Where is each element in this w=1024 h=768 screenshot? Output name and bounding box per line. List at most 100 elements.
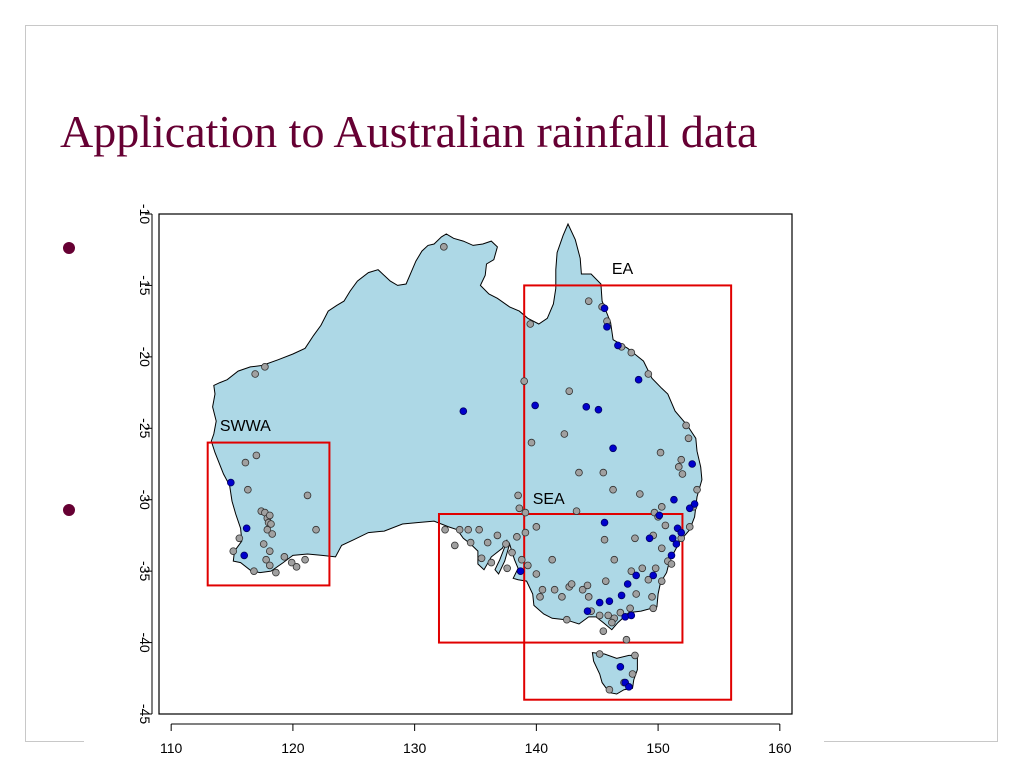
station-point-grey	[601, 577, 610, 585]
y-tick-label: -10	[137, 204, 153, 224]
y-tick-label: -15	[137, 275, 153, 295]
station-point-grey	[229, 547, 238, 555]
x-tick-label: 120	[281, 740, 305, 756]
station-point-grey	[567, 580, 576, 588]
station-point-blue	[595, 598, 604, 607]
station-point-blue	[603, 323, 611, 331]
station-point-grey	[451, 541, 459, 550]
station-point-grey	[301, 555, 309, 564]
x-tick-label: 150	[646, 740, 670, 756]
station-point-grey	[595, 650, 604, 658]
station-point-grey	[250, 567, 258, 575]
x-tick-label: 160	[768, 740, 792, 756]
station-point-grey	[656, 448, 665, 457]
station-point-grey	[517, 555, 526, 564]
x-tick-label: 130	[403, 740, 427, 756]
station-point-grey	[536, 593, 544, 601]
station-point-grey	[261, 363, 269, 371]
station-point-blue	[600, 304, 609, 313]
station-point-grey	[610, 555, 619, 564]
station-point-blue	[459, 407, 468, 415]
station-point-grey	[272, 568, 280, 577]
station-point-grey	[572, 507, 581, 515]
station-point-grey	[502, 540, 510, 548]
station-point-grey	[627, 567, 636, 575]
station-point-grey	[583, 581, 592, 590]
plot-frame	[158, 213, 793, 715]
station-point-blue	[670, 495, 678, 504]
station-point-grey	[521, 508, 530, 517]
station-point-grey	[252, 451, 261, 460]
station-point-grey	[440, 243, 448, 251]
station-point-grey	[475, 525, 483, 534]
region-box-ea	[523, 284, 733, 701]
rainfall-stations	[227, 243, 701, 694]
station-point-grey	[550, 585, 559, 594]
station-point-grey	[636, 490, 644, 498]
station-point-grey	[595, 611, 604, 620]
station-point-grey	[268, 530, 277, 538]
map-chart: SWWA EA SEA -10 -15 -20 -25 -30 -35 -40 -45 110 120…	[137, 204, 793, 756]
station-point-grey	[604, 611, 612, 620]
station-point-grey	[538, 585, 547, 594]
station-point-grey	[262, 555, 270, 564]
station-point-grey	[578, 585, 587, 594]
station-point-blue	[621, 613, 630, 621]
station-point-grey	[631, 651, 639, 660]
station-point-grey	[503, 564, 511, 573]
region-label-swwa: SWWA	[220, 418, 271, 435]
station-point-blue	[605, 597, 614, 605]
station-point-grey	[657, 503, 666, 511]
station-point-grey	[558, 593, 566, 601]
axes: -10 -15 -20 -25 -30 -35 -40 -45 110 120 130 140 150 1…	[137, 204, 792, 756]
y-tick-label: -30	[137, 490, 153, 510]
station-point-grey	[508, 548, 516, 557]
region-label-sea: SEA	[533, 491, 565, 508]
region-boxes: SWWA EA SEA	[206, 261, 733, 701]
station-point-grey	[514, 491, 522, 500]
station-point-grey	[674, 463, 683, 471]
station-point-grey	[487, 558, 496, 567]
station-point-grey	[455, 525, 464, 534]
station-point-grey	[649, 604, 658, 613]
station-point-grey	[622, 635, 631, 644]
station-point-grey	[477, 554, 486, 563]
station-point-grey	[548, 555, 556, 564]
station-point-grey	[267, 520, 275, 528]
australia-landmass	[210, 222, 703, 695]
bullet-marker	[63, 504, 75, 516]
x-tick-label: 110	[160, 740, 183, 756]
station-point-grey	[600, 535, 609, 544]
station-point-blue	[240, 551, 249, 560]
station-point-grey	[644, 575, 653, 584]
y-tick-label: -25	[137, 418, 153, 438]
station-point-grey	[599, 627, 608, 635]
slide-title: Application to Australian rainfall data	[60, 106, 758, 157]
station-point-grey	[526, 320, 535, 328]
station-point-grey	[235, 534, 244, 543]
station-point-grey	[648, 593, 656, 601]
station-point-grey	[609, 485, 617, 494]
station-point-grey	[520, 377, 528, 385]
station-point-grey	[575, 468, 583, 477]
station-point-grey	[638, 564, 647, 573]
station-point-blue	[531, 401, 539, 410]
station-point-blue	[649, 571, 658, 580]
station-point-blue	[667, 551, 676, 560]
station-point-grey	[251, 370, 259, 378]
station-point-grey	[608, 618, 616, 627]
station-point-blue	[672, 540, 681, 548]
station-point-grey	[524, 561, 532, 570]
station-point-grey	[628, 670, 637, 678]
station-point-blue	[616, 663, 625, 671]
station-point-blue	[609, 444, 617, 453]
station-point-grey	[287, 558, 296, 567]
station-point-grey	[464, 525, 472, 534]
station-point-blue	[227, 478, 235, 487]
station-point-grey	[513, 533, 521, 541]
station-point-grey	[632, 590, 640, 598]
station-point-grey	[515, 504, 524, 513]
station-point-grey	[560, 430, 569, 438]
station-point-grey	[483, 538, 492, 547]
station-point-grey	[303, 491, 312, 500]
